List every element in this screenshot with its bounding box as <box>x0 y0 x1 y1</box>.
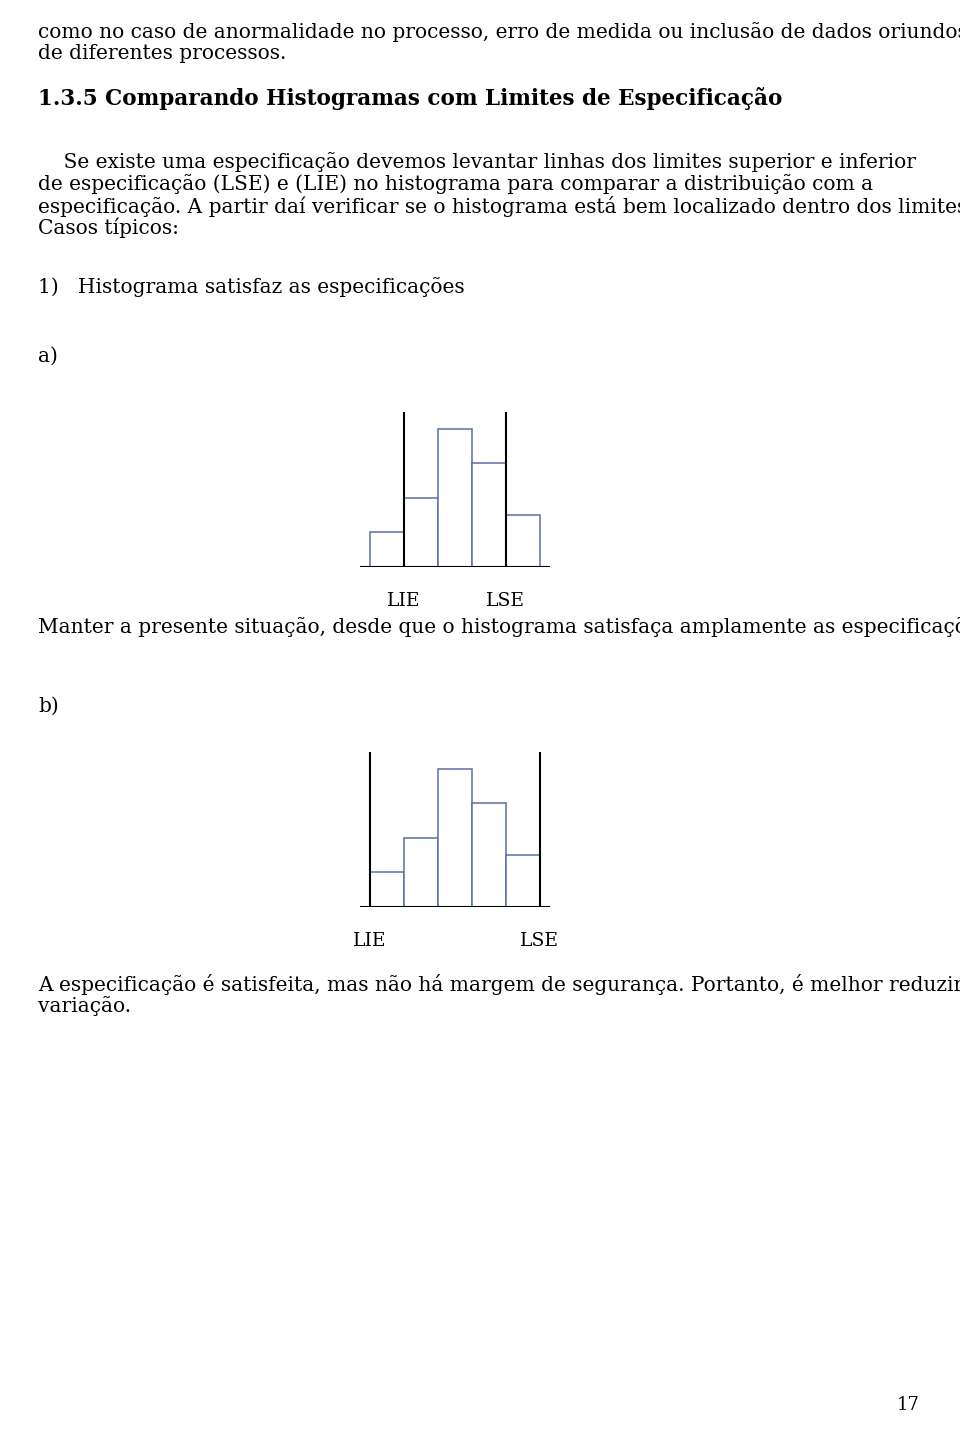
Text: LSE: LSE <box>520 932 560 950</box>
Text: de diferentes processos.: de diferentes processos. <box>38 45 286 63</box>
Text: especificação. A partir daí verificar se o histograma está bem localizado dentro: especificação. A partir daí verificar se… <box>38 196 960 216</box>
Bar <box>404 497 438 567</box>
Bar <box>472 803 506 907</box>
Bar <box>506 855 540 907</box>
Text: LIE: LIE <box>353 932 387 950</box>
Bar <box>404 838 438 907</box>
Text: Manter a presente situação, desde que o histograma satisfaça amplamente as espec: Manter a presente situação, desde que o … <box>38 617 960 637</box>
Bar <box>371 532 404 567</box>
Text: b): b) <box>38 696 59 717</box>
Text: A especificação é satisfeita, mas não há margem de segurança. Portanto, é melhor: A especificação é satisfeita, mas não há… <box>38 973 960 995</box>
Text: como no caso de anormalidade no processo, erro de medida ou inclusão de dados or: como no caso de anormalidade no processo… <box>38 22 960 42</box>
Text: LSE: LSE <box>487 591 525 610</box>
Text: de especificação (LSE) e (LIE) no histograma para comparar a distribuição com a: de especificação (LSE) e (LIE) no histog… <box>38 174 874 195</box>
Text: Se existe uma especificação devemos levantar linhas dos limites superior e infer: Se existe uma especificação devemos leva… <box>38 151 916 172</box>
Text: 1.3.5 Comparando Histogramas com Limites de Especificação: 1.3.5 Comparando Histogramas com Limites… <box>38 87 782 110</box>
Bar <box>438 428 472 567</box>
Text: Casos típicos:: Casos típicos: <box>38 218 179 238</box>
Text: a): a) <box>38 348 58 366</box>
Bar <box>472 463 506 567</box>
Text: LIE: LIE <box>387 591 420 610</box>
Bar <box>506 515 540 567</box>
Text: 1)   Histograma satisfaz as especificações: 1) Histograma satisfaz as especificações <box>38 277 465 297</box>
Bar <box>371 872 404 907</box>
Bar <box>438 769 472 907</box>
Text: 17: 17 <box>898 1396 920 1415</box>
Text: variação.: variação. <box>38 996 132 1017</box>
